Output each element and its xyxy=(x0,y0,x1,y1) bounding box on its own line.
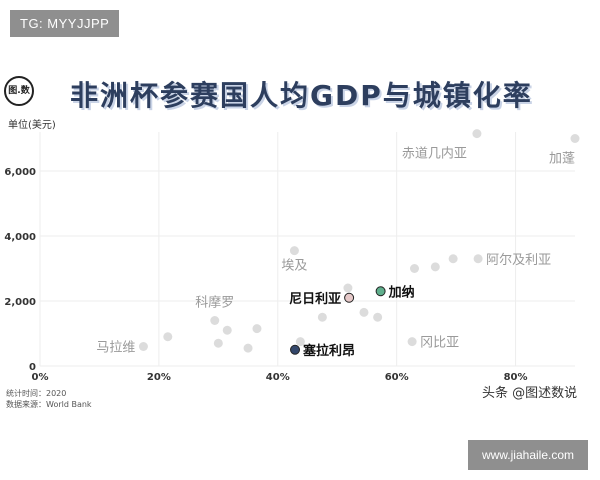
y-tick-label: 2,000 xyxy=(4,297,36,308)
data-point xyxy=(448,254,458,264)
data-point xyxy=(138,342,148,351)
data-point xyxy=(407,337,417,347)
point-label: 埃及 xyxy=(281,259,307,274)
x-tick-label: 40% xyxy=(266,372,290,383)
y-tick-label: 0 xyxy=(29,362,36,373)
watermark-right: 头条 @图述数说 xyxy=(482,386,578,401)
data-point xyxy=(343,283,353,293)
x-tick-label: 0% xyxy=(32,372,49,383)
y-axis-unit-label: 单位(美元) xyxy=(8,120,56,131)
data-point xyxy=(213,338,223,348)
point-label: 尼日利亚 xyxy=(289,291,341,307)
data-point xyxy=(472,129,482,139)
data-point xyxy=(289,246,299,256)
point-label: 冈比亚 xyxy=(420,336,459,351)
data-point xyxy=(359,307,369,317)
data-point xyxy=(252,324,262,334)
data-point xyxy=(430,262,440,272)
grid-lines xyxy=(39,132,575,367)
logo: 图.数 xyxy=(4,76,34,106)
point-label: 加纳 xyxy=(388,284,415,300)
watermark-top: TG: MYYJJPP xyxy=(10,10,120,37)
point-label: 马拉维 xyxy=(96,341,135,356)
x-axis-ticks: 0% 20% 40% 60% 80% xyxy=(32,372,528,383)
point-label: 科摩罗 xyxy=(195,295,234,311)
point-label: 加蓬 xyxy=(549,152,575,167)
watermark-bottom: www.jiahaile.com xyxy=(468,440,588,470)
data-point xyxy=(570,134,580,143)
data-points xyxy=(138,129,580,355)
y-axis-ticks: 0 2,000 4,000 6,000 xyxy=(4,167,36,373)
data-point xyxy=(222,325,232,335)
data-point xyxy=(373,312,383,322)
data-point xyxy=(317,312,327,322)
footer-stat-time: 统计时间：2020 xyxy=(6,389,67,398)
data-point xyxy=(295,337,305,347)
data-point-highlight xyxy=(375,286,386,297)
data-point xyxy=(243,343,253,353)
x-tick-label: 60% xyxy=(385,372,409,383)
x-tick-label: 80% xyxy=(504,372,528,383)
footer-data-source: 数据来源：World Bank xyxy=(6,400,92,409)
point-label: 赤道几内亚 xyxy=(402,146,467,162)
y-tick-label: 6,000 xyxy=(4,167,36,178)
data-point xyxy=(163,332,173,342)
data-point xyxy=(410,264,419,273)
point-label: 塞拉利昂 xyxy=(303,343,355,359)
data-point xyxy=(210,316,220,325)
y-tick-label: 4,000 xyxy=(4,232,36,243)
data-point-highlight xyxy=(344,292,355,303)
x-tick-label: 20% xyxy=(147,372,171,383)
data-point-highlight xyxy=(290,344,301,355)
data-point xyxy=(473,254,483,264)
point-label: 阿尔及利亚 xyxy=(486,253,551,268)
chart-title: 非洲杯参赛国人均GDP与城镇化率 xyxy=(70,79,533,112)
